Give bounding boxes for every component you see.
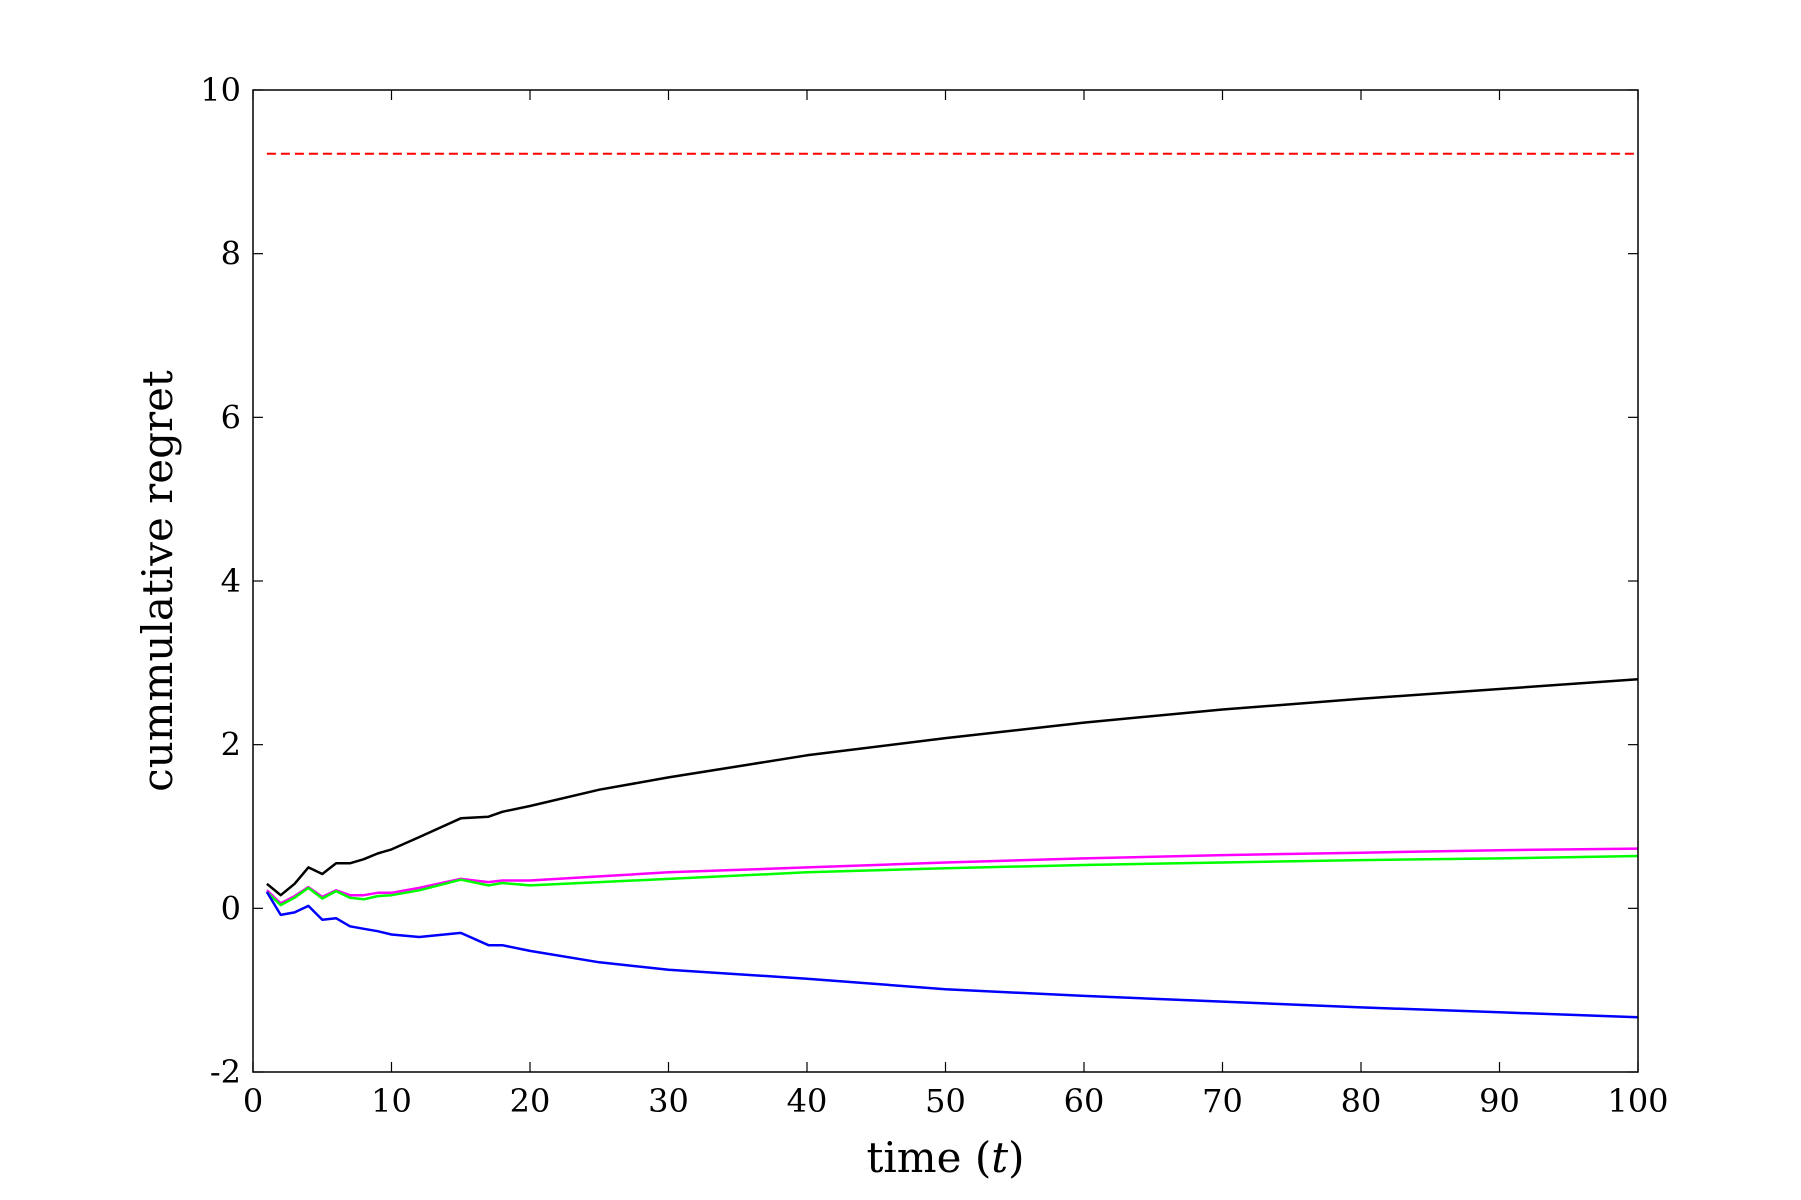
series-line-2: [266, 677, 1639, 897]
y-tick-label: 6: [221, 398, 241, 436]
y-tick-label: 4: [221, 562, 241, 600]
x-axis-label-after: ): [1008, 1133, 1024, 1182]
y-tick-label: 2: [221, 726, 241, 764]
x-tick-label: 60: [1064, 1082, 1105, 1120]
x-tick-label: 100: [1607, 1082, 1668, 1120]
x-tick-label: 80: [1341, 1082, 1382, 1120]
x-axis-label: time (t): [866, 1133, 1024, 1182]
x-axis-label-before: time (: [866, 1133, 991, 1182]
y-tick-label: 0: [221, 889, 241, 927]
y-tick-label: -2: [210, 1053, 241, 1091]
tick-layer: [252, 89, 1639, 1073]
x-tick-label: 30: [648, 1082, 689, 1120]
x-tick-label: 0: [243, 1082, 263, 1120]
series-line-3: [266, 847, 1639, 905]
x-tick-label: 90: [1479, 1082, 1520, 1120]
plot-frame: [252, 89, 1639, 1073]
y-tick-label: 10: [200, 71, 241, 109]
x-tick-label: 10: [371, 1082, 412, 1120]
x-tick-label: 20: [510, 1082, 551, 1120]
series-layer: [265, 152, 1639, 1019]
x-tick-label: 70: [1202, 1082, 1243, 1120]
y-axis-label: cummulative regret: [133, 370, 182, 792]
series-line-5: [265, 891, 1639, 1019]
x-tick-label: 40: [787, 1082, 828, 1120]
x-tick-label: 50: [925, 1082, 966, 1120]
x-axis-label-variable: t: [991, 1133, 1008, 1182]
series-line-4: [266, 854, 1639, 907]
y-tick-label: 8: [221, 235, 241, 273]
